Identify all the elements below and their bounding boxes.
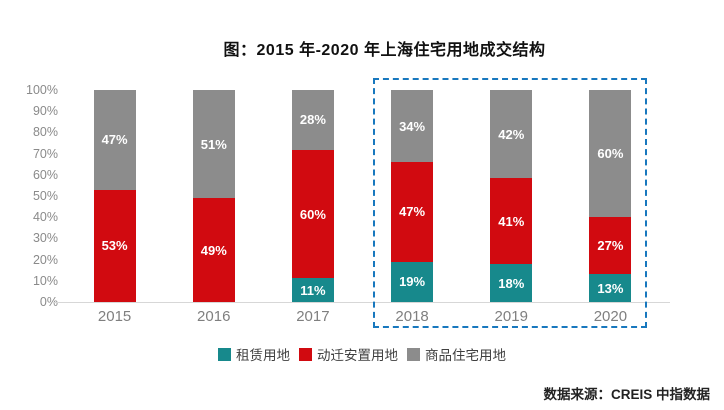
y-axis: 100% 90% 80% 70% 60% 50% 40% 30% 20% 10% 0%: [0, 83, 58, 309]
bar-segment-商品住宅用地-2020: 60%: [589, 90, 632, 218]
y-tick-label: 80%: [32, 125, 58, 140]
bar-value-label: 41%: [498, 213, 525, 229]
y-tick-label: 30%: [32, 231, 58, 246]
bar-value-label: 49%: [200, 242, 227, 258]
legend: 租赁用地 动迁安置用地 商品住宅用地: [0, 344, 724, 364]
x-axis-label-2020: 2020: [593, 308, 628, 325]
bar-value-label: 34%: [399, 118, 426, 134]
bar-segment-动迁安置用地-2016: 49%: [192, 198, 235, 302]
x-axis-line: [53, 302, 670, 303]
bar-segment-动迁安置用地-2018: 47%: [391, 162, 434, 262]
legend-item-租赁用地: 租赁用地: [218, 344, 290, 364]
y-tick-label: 90%: [32, 104, 58, 119]
bar-segment-动迁安置用地-2015: 53%: [93, 189, 136, 302]
bar-segment-动迁安置用地-2019: 41%: [490, 178, 533, 265]
bar-value-label: 60%: [597, 146, 624, 162]
y-tick-label: 10%: [32, 273, 58, 288]
legend-swatch-icon: [218, 347, 231, 361]
x-axis-label-2015: 2015: [97, 308, 132, 325]
bar-value-label: 47%: [399, 204, 426, 220]
legend-item-动迁安置用地: 动迁安置用地: [299, 344, 398, 364]
chart-title: 图：2015 年-2020 年上海住宅用地成交结构: [223, 42, 546, 59]
bar-segment-租赁用地-2018: 19%: [391, 261, 434, 302]
legend-swatch-icon: [407, 347, 420, 361]
bar-value-label: 51%: [200, 136, 227, 152]
bar-segment-商品住宅用地-2015: 47%: [93, 90, 136, 190]
legend-item-商品住宅用地: 商品住宅用地: [407, 344, 506, 364]
highlight-box-2018-2020: [372, 78, 647, 328]
bar-segment-租赁用地-2020: 13%: [589, 274, 632, 302]
y-tick-label: 100%: [26, 83, 58, 97]
bar-value-label: 19%: [399, 274, 426, 290]
bar-segment-租赁用地-2017: 11%: [291, 278, 334, 302]
x-axis-label-2016: 2016: [197, 308, 231, 325]
bar-segment-商品住宅用地-2019: 42%: [490, 90, 533, 179]
bar-segment-租赁用地-2019: 18%: [490, 264, 533, 302]
bar-value-label: 18%: [498, 275, 525, 291]
bar-segment-动迁安置用地-2020: 27%: [589, 217, 632, 275]
bar-segment-商品住宅用地-2016: 51%: [192, 90, 235, 199]
bar-value-label: 28%: [299, 112, 326, 128]
bar-value-label: 27%: [597, 238, 624, 254]
bar-value-label: 60%: [299, 206, 326, 222]
legend-label: 租赁用地: [236, 348, 290, 363]
y-tick-label: 20%: [32, 252, 58, 267]
bar-value-label: 53%: [101, 238, 128, 254]
y-tick-label: 0%: [39, 295, 58, 309]
x-axis-label-2017: 2017: [296, 308, 330, 325]
legend-swatch-icon: [299, 347, 312, 361]
bar-value-label: 13%: [597, 280, 624, 296]
x-axis-label-2018: 2018: [395, 308, 429, 325]
legend-label: 动迁安置用地: [317, 348, 398, 363]
x-axis-label-2019: 2019: [494, 308, 528, 325]
bar-segment-动迁安置用地-2017: 60%: [291, 149, 334, 279]
y-tick-label: 60%: [32, 167, 58, 182]
y-tick-label: 40%: [32, 210, 58, 225]
plot-area: 53% 47% 2015 49% 51% 2016 11% 60% 28% 2017 19% 47% 3…: [53, 78, 670, 328]
data-source: 数据来源：CREIS 中指数据: [543, 387, 710, 402]
bar-value-label: 42%: [498, 126, 525, 142]
y-tick-label: 50%: [32, 189, 58, 203]
y-tick-label: 70%: [32, 146, 58, 161]
bar-value-label: 11%: [300, 282, 326, 298]
bar-segment-商品住宅用地-2017: 28%: [291, 90, 334, 150]
bar-value-label: 47%: [101, 132, 128, 148]
legend-label: 商品住宅用地: [425, 348, 506, 363]
bar-segment-商品住宅用地-2018: 34%: [391, 90, 434, 163]
